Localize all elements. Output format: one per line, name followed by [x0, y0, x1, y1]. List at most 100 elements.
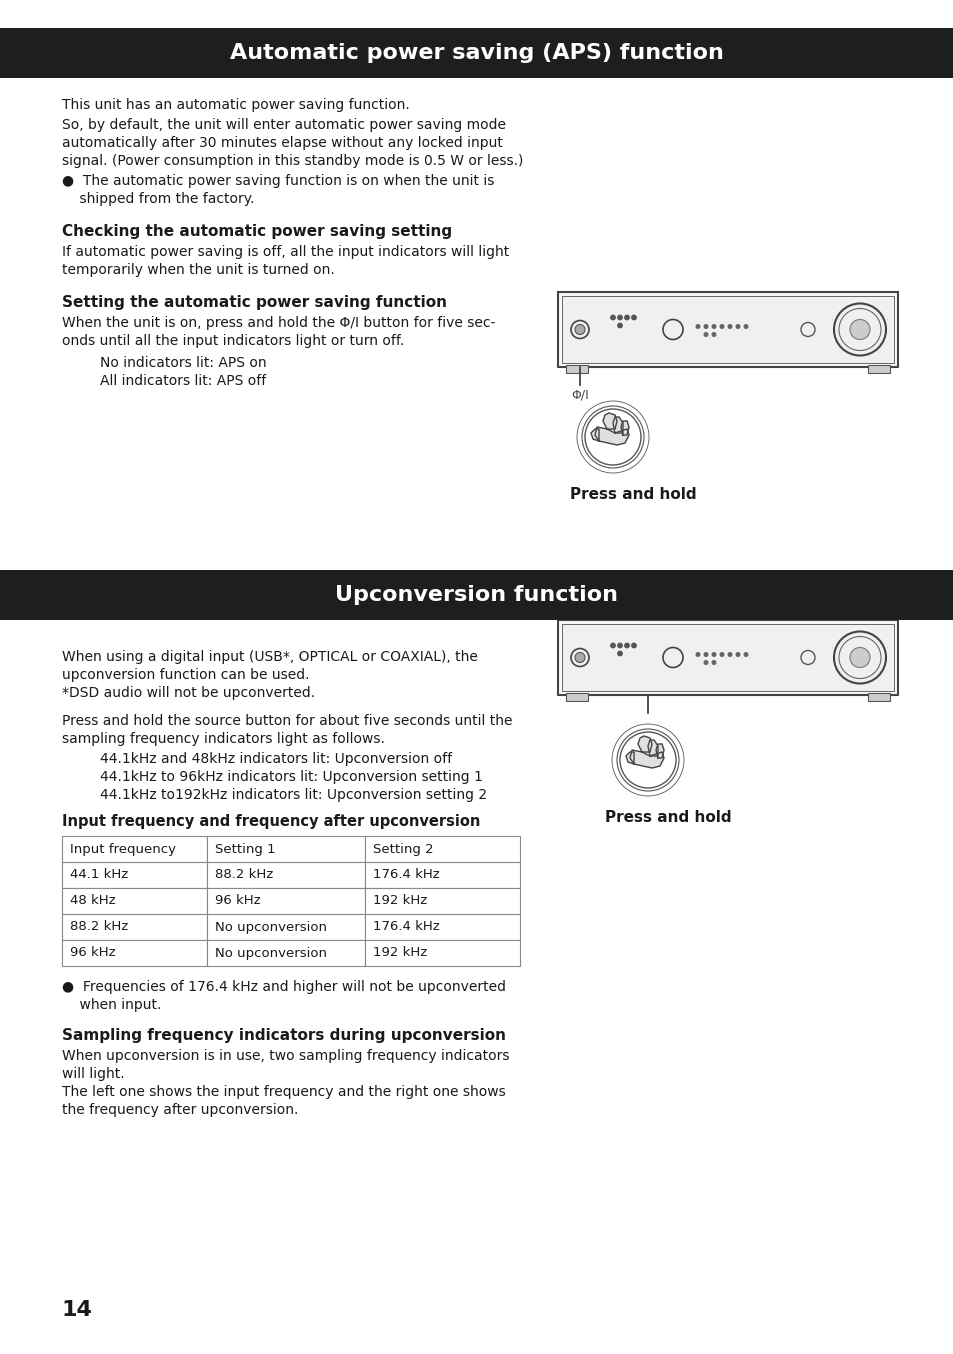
Polygon shape [613, 417, 622, 433]
Bar [207, 862, 365, 888]
Bar [867, 693, 889, 701]
Text: when input.: when input. [62, 998, 161, 1011]
FancyBboxPatch shape [558, 292, 897, 367]
Text: So, by default, the unit will enter automatic power saving mode: So, by default, the unit will enter auto… [62, 118, 505, 131]
Circle shape [618, 315, 621, 320]
Bar [365, 862, 519, 888]
Text: automatically after 30 minutes elapse without any locked input: automatically after 30 minutes elapse wi… [62, 135, 502, 150]
Bar [62, 914, 207, 940]
Polygon shape [595, 427, 628, 445]
Circle shape [703, 333, 707, 336]
Text: Press and hold the source button for about five seconds until the: Press and hold the source button for abo… [62, 714, 512, 728]
Polygon shape [602, 413, 617, 429]
Bar [62, 862, 207, 888]
Bar [0, 28, 953, 79]
FancyBboxPatch shape [558, 620, 897, 695]
Circle shape [712, 661, 715, 665]
Bar [207, 835, 365, 862]
Bar [365, 835, 519, 862]
Bar [207, 940, 365, 965]
Text: 96 kHz: 96 kHz [214, 895, 260, 907]
Circle shape [712, 653, 715, 657]
Text: Setting 2: Setting 2 [373, 842, 434, 856]
Text: 176.4 kHz: 176.4 kHz [373, 868, 439, 881]
Circle shape [703, 325, 707, 328]
Text: Upconversion function: Upconversion function [335, 585, 618, 605]
Text: Φ/I: Φ/I [571, 389, 588, 402]
Circle shape [575, 325, 584, 334]
Circle shape [743, 653, 747, 657]
Bar [867, 366, 889, 372]
Circle shape [712, 325, 715, 328]
Circle shape [720, 325, 723, 328]
Circle shape [624, 643, 629, 647]
Circle shape [736, 325, 739, 328]
Text: 96 kHz: 96 kHz [70, 946, 115, 960]
Text: 192 kHz: 192 kHz [373, 946, 427, 960]
Bar [565, 366, 587, 372]
Polygon shape [590, 429, 598, 441]
Text: ●  Frequencies of 176.4 kHz and higher will not be upconverted: ● Frequencies of 176.4 kHz and higher wi… [62, 980, 505, 994]
Circle shape [696, 325, 700, 328]
Circle shape [703, 661, 707, 665]
Bar [365, 914, 519, 940]
Polygon shape [656, 743, 663, 758]
Circle shape [610, 643, 615, 647]
Text: ●  The automatic power saving function is on when the unit is: ● The automatic power saving function is… [62, 175, 494, 188]
Text: 44.1kHz to192kHz indicators lit: Upconversion setting 2: 44.1kHz to192kHz indicators lit: Upconve… [100, 788, 487, 802]
Circle shape [849, 647, 869, 668]
Bar [62, 888, 207, 914]
Bar [365, 940, 519, 965]
Text: No upconversion: No upconversion [214, 946, 327, 960]
Circle shape [618, 324, 621, 328]
Polygon shape [629, 750, 663, 768]
Circle shape [575, 653, 584, 662]
Circle shape [849, 320, 869, 340]
Text: When the unit is on, press and hold the Φ/I button for five sec-: When the unit is on, press and hold the … [62, 315, 495, 330]
Circle shape [631, 315, 636, 320]
Text: shipped from the factory.: shipped from the factory. [62, 192, 254, 206]
Text: 88.2 kHz: 88.2 kHz [214, 868, 273, 881]
Text: 176.4 kHz: 176.4 kHz [373, 921, 439, 933]
Text: 88.2 kHz: 88.2 kHz [70, 921, 128, 933]
Bar [62, 940, 207, 965]
Polygon shape [638, 737, 651, 751]
Text: No indicators lit: APS on: No indicators lit: APS on [100, 356, 266, 370]
Text: The left one shows the input frequency and the right one shows: The left one shows the input frequency a… [62, 1085, 505, 1099]
Circle shape [631, 643, 636, 647]
Circle shape [720, 653, 723, 657]
Circle shape [743, 325, 747, 328]
Circle shape [727, 653, 731, 657]
Polygon shape [625, 751, 634, 764]
Text: This unit has an automatic power saving function.: This unit has an automatic power saving … [62, 97, 410, 112]
Text: signal. (Power consumption in this standby mode is 0.5 W or less.): signal. (Power consumption in this stand… [62, 154, 523, 168]
Text: Checking the automatic power saving setting: Checking the automatic power saving sett… [62, 223, 452, 240]
Text: sampling frequency indicators light as follows.: sampling frequency indicators light as f… [62, 733, 384, 746]
Text: the frequency after upconversion.: the frequency after upconversion. [62, 1104, 298, 1117]
Text: When upconversion is in use, two sampling frequency indicators: When upconversion is in use, two samplin… [62, 1049, 509, 1063]
Text: temporarily when the unit is turned on.: temporarily when the unit is turned on. [62, 263, 335, 278]
Text: Setting the automatic power saving function: Setting the automatic power saving funct… [62, 295, 447, 310]
Circle shape [696, 653, 700, 657]
Bar [207, 914, 365, 940]
Text: upconversion function can be used.: upconversion function can be used. [62, 668, 309, 682]
Text: Setting 1: Setting 1 [214, 842, 275, 856]
Bar [365, 888, 519, 914]
Text: 44.1kHz and 48kHz indicators lit: Upconversion off: 44.1kHz and 48kHz indicators lit: Upconv… [100, 751, 452, 766]
Text: onds until all the input indicators light or turn off.: onds until all the input indicators ligh… [62, 334, 404, 348]
Text: Automatic power saving (APS) function: Automatic power saving (APS) function [230, 43, 723, 64]
Polygon shape [620, 421, 628, 435]
Bar [0, 570, 953, 620]
Circle shape [610, 315, 615, 320]
Text: will light.: will light. [62, 1067, 125, 1080]
Text: 48 kHz: 48 kHz [70, 895, 115, 907]
Polygon shape [647, 741, 658, 756]
Circle shape [736, 653, 739, 657]
Bar [62, 835, 207, 862]
Bar [561, 297, 893, 363]
Circle shape [712, 333, 715, 336]
Text: When using a digital input (USB*, OPTICAL or COAXIAL), the: When using a digital input (USB*, OPTICA… [62, 650, 477, 663]
Text: All indicators lit: APS off: All indicators lit: APS off [100, 374, 266, 389]
Circle shape [618, 651, 621, 655]
Text: 14: 14 [62, 1300, 92, 1320]
